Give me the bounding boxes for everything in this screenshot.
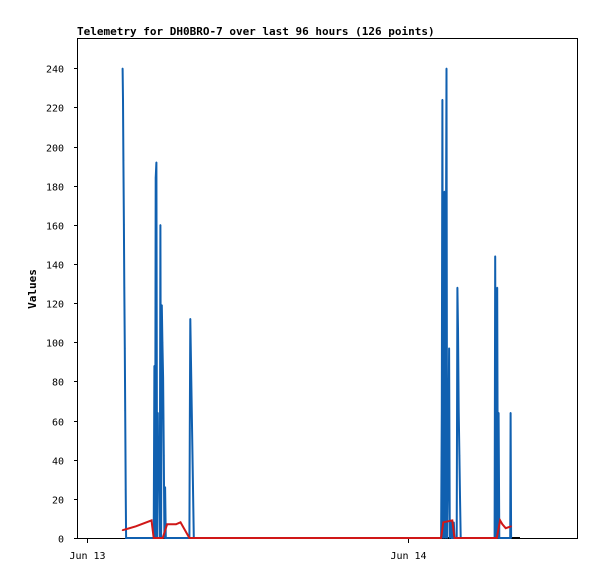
data-point [189, 318, 192, 320]
data-point [155, 161, 158, 164]
data-point [179, 521, 182, 524]
y-tick-label: 240 [46, 65, 64, 76]
data-point [510, 537, 512, 539]
data-point [124, 410, 126, 412]
data-point [165, 537, 167, 539]
data-point [499, 519, 501, 522]
data-point [458, 455, 461, 457]
data-point [122, 98, 124, 101]
data-point [449, 537, 451, 539]
data-point [441, 98, 444, 101]
data-point [158, 458, 160, 461]
data-point [157, 488, 160, 490]
data-point [440, 537, 442, 539]
y-tick-label: 80 [52, 378, 64, 389]
data-point [495, 521, 498, 524]
data-point [444, 537, 446, 539]
data-point [457, 410, 460, 412]
plot-frame [77, 38, 578, 539]
y-tick-label: 160 [46, 222, 64, 233]
data-point [189, 537, 192, 539]
x-axis: Jun 13 Jun 14 [69, 538, 427, 562]
data-point [122, 159, 125, 162]
y-axis-label: Values [26, 269, 39, 309]
series-line [121, 68, 513, 539]
data-point [166, 523, 168, 526]
y-tick-label: 200 [46, 144, 64, 155]
data-point [125, 537, 128, 539]
data-point [162, 376, 164, 379]
data-point [447, 490, 449, 492]
data-point [121, 529, 124, 531]
data-point [496, 286, 499, 289]
y-tick-label: 20 [52, 496, 64, 507]
data-point [443, 190, 446, 193]
y-tick-label: 40 [52, 457, 64, 468]
y-axis: 0 20 40 60 80 100 120 140 160 180 200 220 240 [46, 65, 78, 546]
data-point [442, 537, 444, 539]
data-point [448, 347, 450, 350]
y-tick-label: 0 [58, 535, 64, 546]
x-tick-label: Jun 14 [390, 551, 426, 562]
data-point [163, 537, 166, 539]
data-point [446, 537, 448, 539]
data-point [453, 537, 456, 539]
x-tick-label: Jun 13 [69, 551, 105, 562]
series-layer [121, 67, 513, 539]
data-point [459, 496, 461, 498]
data-point [447, 443, 450, 445]
data-point [457, 327, 459, 330]
data-point [135, 525, 137, 528]
data-point [124, 488, 127, 490]
data-point [152, 537, 155, 539]
data-point [509, 412, 512, 414]
y-tick-label: 180 [46, 183, 64, 194]
series-1 [121, 517, 512, 539]
data-point [161, 304, 163, 306]
data-point [449, 521, 452, 524]
data-point [441, 410, 443, 412]
series-0 [121, 67, 513, 539]
data-point [153, 365, 156, 367]
data-point [175, 523, 177, 526]
data-point [123, 286, 126, 289]
data-point [124, 347, 126, 350]
y-tick-label: 120 [46, 300, 64, 311]
data-point [161, 537, 164, 539]
data-point [445, 67, 448, 70]
data-point [189, 427, 191, 430]
data-point [164, 486, 166, 488]
data-point [451, 519, 454, 522]
data-point [443, 192, 445, 195]
data-point [451, 537, 454, 539]
data-point [161, 341, 164, 344]
data-point [159, 224, 162, 226]
data-point [154, 177, 157, 179]
data-point [496, 537, 498, 539]
data-point [123, 224, 125, 226]
data-point [510, 525, 512, 528]
y-tick-label: 100 [46, 339, 64, 350]
data-point [121, 67, 124, 70]
data-point [456, 286, 459, 289]
data-point [501, 523, 504, 526]
y-tick-label: 220 [46, 104, 64, 115]
data-point [157, 412, 159, 414]
data-point [163, 455, 165, 457]
data-point [497, 412, 500, 414]
data-point [445, 286, 447, 289]
chart-title: Telemetry for DH0BRO-7 over last 96 hour… [77, 25, 435, 38]
y-tick-label: 60 [52, 418, 64, 429]
data-point [150, 519, 153, 522]
data-point [498, 537, 501, 539]
data-point [504, 527, 507, 529]
y-tick-label: 140 [46, 261, 64, 272]
data-point [442, 521, 445, 524]
data-point [494, 255, 497, 257]
